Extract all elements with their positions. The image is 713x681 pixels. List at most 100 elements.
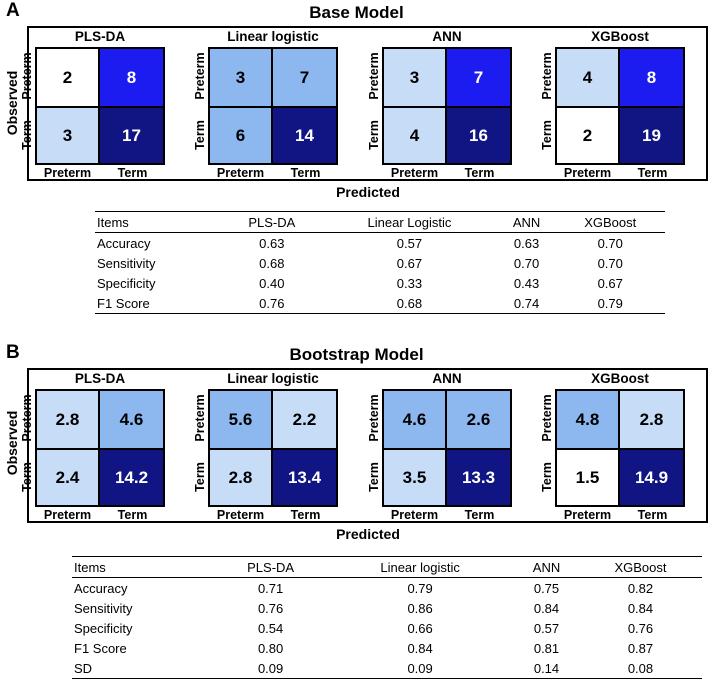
panel-a-frame: [27, 26, 708, 181]
panel-b-table-cell: Specificity: [74, 620, 133, 636]
panel-b-matrix-title-pls-da: PLS-DA: [74, 371, 126, 386]
panel-b-row-label-preterm: Preterm: [193, 393, 207, 442]
panel-b-table-cell: 0.09: [215, 658, 327, 679]
panel-a-table-header-row: Items PLS-DA Linear Logistic ANN XGBoost: [95, 211, 665, 233]
panel-a-table-cell: Specificity: [97, 275, 156, 291]
panel-b-table-header-cell: ANN: [514, 556, 579, 578]
panel-b-col-label-preterm: Preterm: [43, 508, 92, 522]
matrix-cell-term-term: 13.4: [273, 448, 336, 505]
matrix-cell-term-preterm: 1.5: [557, 448, 620, 505]
panel-b-matrix-title-xgboost: XGBoost: [591, 371, 649, 386]
panel-b-col-label-preterm: Preterm: [390, 508, 439, 522]
matrix-cell-term-preterm: 4: [384, 106, 447, 163]
panel-b-col-label-term: Term: [117, 508, 148, 522]
panel-a-table-cell: 0.57: [396, 235, 423, 251]
panel-a-col-label-preterm: Preterm: [390, 166, 439, 180]
panel-b-col-label-preterm: Preterm: [216, 508, 265, 522]
panel-a-table-cell: 0.43: [513, 275, 540, 291]
panel-b-matrix-title-ann: ANN: [432, 371, 462, 386]
panel-b-table-cell: 0.84: [407, 640, 433, 656]
matrix-cell-preterm-term: 8: [100, 49, 163, 106]
panel-b-table-cell: 0.76: [257, 600, 284, 616]
panel-a-row-label-term: Term: [193, 119, 207, 150]
panel-a-col-label-term: Term: [117, 166, 148, 180]
panel-b-table-cell: 0.14: [514, 658, 579, 679]
matrix-cell-preterm-term: 7: [447, 49, 510, 106]
panel-b-row-label-term: Term: [193, 461, 207, 492]
panel-b-row-label-term: Term: [540, 461, 554, 492]
panel-a-col-label-preterm: Preterm: [43, 166, 92, 180]
panel-b-table-header-cell: Items: [72, 556, 216, 578]
panel-a-table-cell: Accuracy: [97, 235, 151, 251]
panel-b-row-label-preterm: Preterm: [540, 393, 554, 442]
panel-b-table-cell: SD: [72, 658, 216, 679]
panel-b-table-cell: 0.09: [326, 658, 515, 679]
panel-b-confusion-matrix-linear-logistic: 5.6 2.2 2.8 13.4: [208, 389, 338, 507]
panel-b-table-row: F1 Score 0.80 0.84 0.81 0.87: [72, 638, 702, 658]
panel-a-row-label-preterm: Preterm: [193, 51, 207, 100]
matrix-cell-preterm-preterm: 3: [210, 49, 273, 106]
panel-a-table-cell: 0.79: [555, 293, 665, 314]
matrix-cell-term-preterm: 2.4: [37, 448, 100, 505]
panel-a-confusion-matrix-pls-da: 2 8 3 17: [35, 47, 165, 165]
panel-a-table-row: Accuracy 0.63 0.57 0.63 0.70: [95, 233, 665, 254]
panel-a-metrics-table: Items PLS-DA Linear Logistic ANN XGBoost Accu…: [95, 211, 665, 314]
panel-a-matrix-title-xgboost: XGBoost: [591, 29, 649, 44]
panel-b-table-cell: F1 Score: [74, 640, 127, 656]
panel-b-table-header-cell: PLS-DA: [215, 556, 327, 578]
panel-a-table-cell: 0.68: [321, 293, 498, 314]
panel-b-letter: B: [6, 342, 20, 363]
panel-b-metrics-table: Items PLS-DA Linear logistic ANN XGBoost Accu…: [72, 556, 702, 679]
matrix-cell-preterm-term: 8: [620, 49, 683, 106]
matrix-cell-preterm-term: 2.2: [273, 391, 336, 448]
panel-b-table-cell: Accuracy: [74, 580, 128, 596]
matrix-cell-preterm-preterm: 4.8: [557, 391, 620, 448]
matrix-cell-term-preterm: 2.8: [210, 448, 273, 505]
panel-b-frame: [27, 368, 708, 523]
panel-a-col-label-term: Term: [464, 166, 495, 180]
panel-a-table-cell: F1 Score: [95, 293, 223, 314]
panel-b-table-header-cell: Linear logistic: [326, 556, 515, 578]
matrix-cell-preterm-term: 7: [273, 49, 336, 106]
panel-a-table-cell: 0.40: [259, 275, 285, 291]
panel-a-table-cell: 0.67: [597, 275, 623, 291]
panel-a-table-header-cell: Linear Logistic: [321, 211, 498, 233]
panel-a-col-label-preterm: Preterm: [216, 166, 265, 180]
panel-b-table-cell: 0.82: [627, 580, 654, 596]
panel-b-col-label-term: Term: [290, 508, 321, 522]
matrix-cell-preterm-preterm: 4: [557, 49, 620, 106]
panel-a-col-label-preterm: Preterm: [563, 166, 612, 180]
panel-b-col-label-preterm: Preterm: [563, 508, 612, 522]
matrix-cell-preterm-term: 2.8: [620, 391, 683, 448]
panel-a-table-cell: 0.67: [396, 255, 423, 271]
panel-b-confusion-matrix-ann: 4.6 2.6 3.5 13.3: [382, 389, 512, 507]
panel-b-table-cell: 0.66: [407, 620, 433, 636]
matrix-cell-preterm-preterm: 5.6: [210, 391, 273, 448]
panel-a-confusion-matrix-xgboost: 4 8 2 19: [555, 47, 685, 165]
panel-a-matrix-title-pls-da: PLS-DA: [74, 29, 126, 44]
panel-a-x-label: Predicted: [336, 184, 400, 200]
panel-a-table-header-cell: PLS-DA: [222, 211, 322, 233]
panel-b-x-label: Predicted: [336, 526, 400, 542]
panel-a-table-cell: 0.70: [597, 255, 623, 271]
panel-a-table-row: Specificity 0.40 0.33 0.43 0.67: [95, 273, 665, 293]
panel-b-title: Bootstrap Model: [289, 345, 424, 364]
panel-a-confusion-matrix-linear-logistic: 3 7 6 14: [208, 47, 338, 165]
panel-b-table-row: Sensitivity 0.76 0.86 0.84 0.84: [72, 598, 702, 618]
panel-a-col-label-term: Term: [637, 166, 668, 180]
matrix-cell-term-term: 16: [447, 106, 510, 163]
panel-b-col-label-term: Term: [464, 508, 495, 522]
panel-b-row-label-preterm: Preterm: [367, 393, 381, 442]
panel-a-row-label-term: Term: [540, 119, 554, 150]
panel-b-table-cell: 0.57: [533, 620, 560, 636]
panel-b-table-cell: 0.80: [257, 640, 284, 656]
matrix-cell-term-term: 13.3: [447, 448, 510, 505]
matrix-cell-term-term: 14: [273, 106, 336, 163]
panel-a-row-label-term: Term: [367, 119, 381, 150]
panel-a-row-label-preterm: Preterm: [540, 51, 554, 100]
panel-a-table-header-cell: XGBoost: [555, 211, 665, 233]
panel-a-row-label-preterm: Preterm: [20, 51, 34, 100]
panel-a-table-cell: 0.76: [222, 293, 322, 314]
panel-b-matrix-title-linear-logistic: Linear logistic: [227, 371, 319, 386]
panel-b-table-cell: 0.08: [578, 658, 702, 679]
